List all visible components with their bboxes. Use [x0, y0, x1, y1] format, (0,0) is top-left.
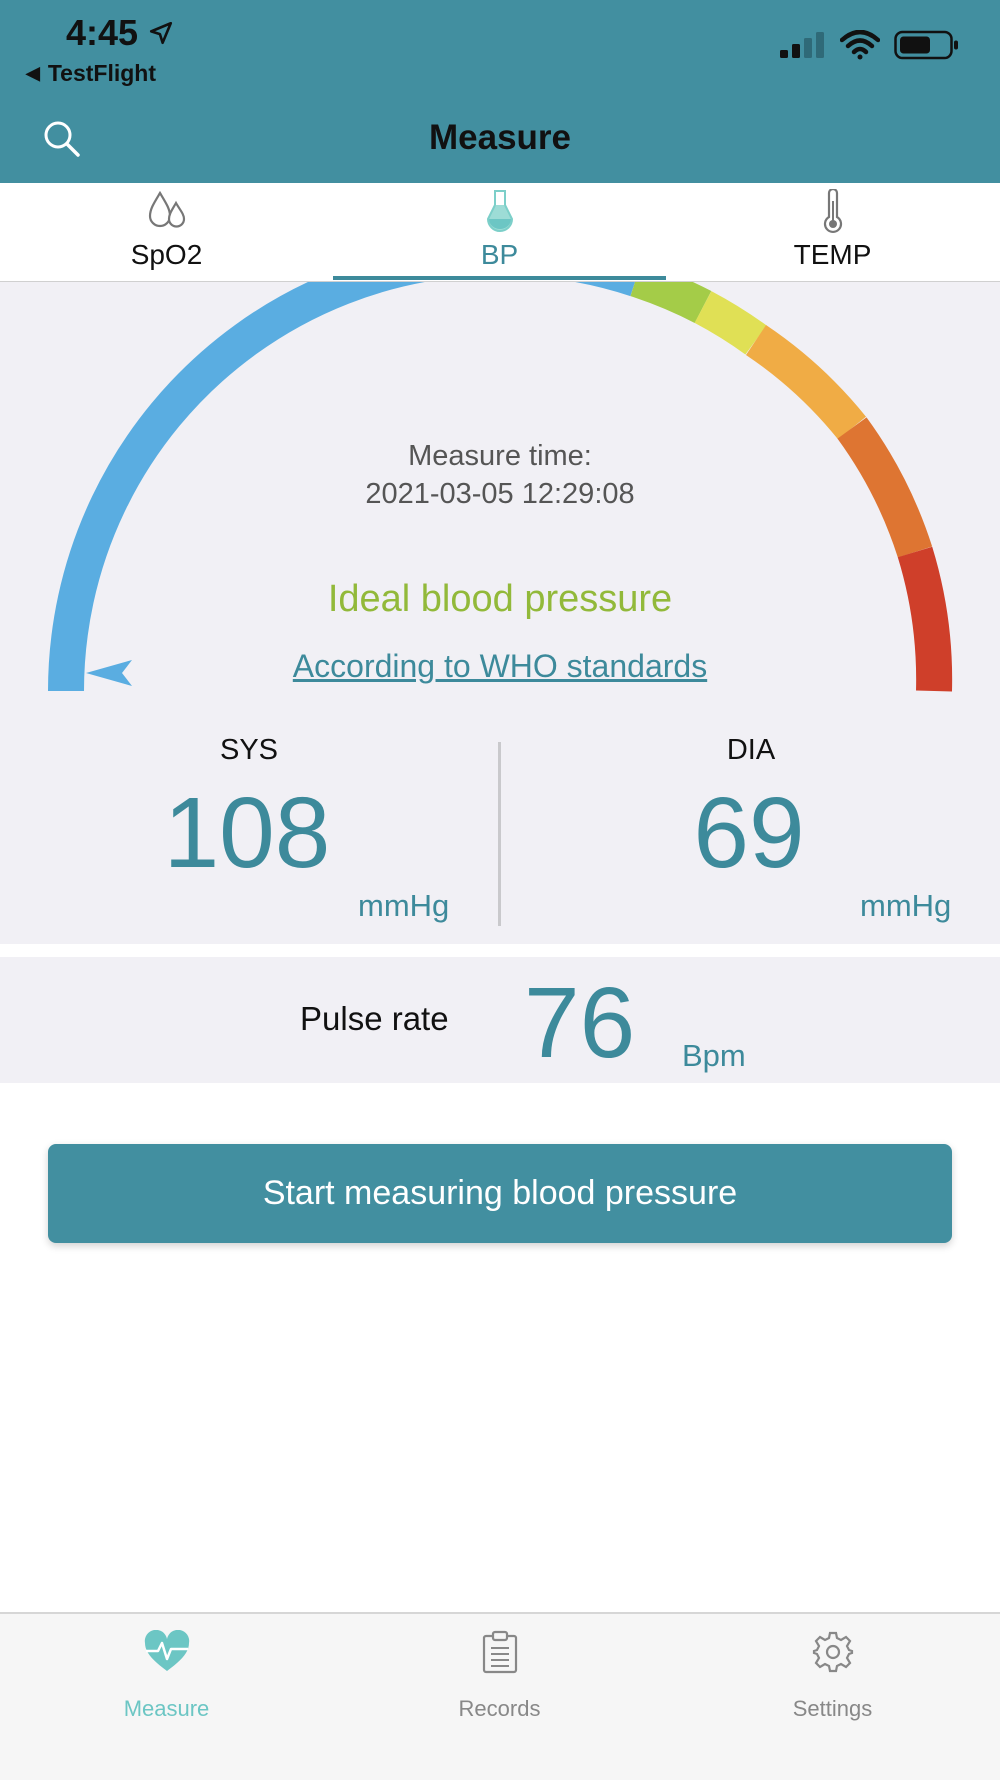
status-time-text: 4:45 [66, 12, 139, 53]
measure-time-value: 2021-03-05 12:29:08 [365, 478, 635, 510]
start-measuring-button[interactable]: Start measuring blood pressure [48, 1144, 952, 1243]
active-tab-indicator [333, 276, 666, 280]
page-title: Measure [428, 118, 572, 157]
search-button[interactable] [40, 118, 84, 162]
dia-label: DIA [726, 734, 776, 766]
gauge-segment-normal [694, 291, 767, 355]
flask-icon [486, 190, 513, 232]
measure-time-label: Measure time: [408, 440, 592, 472]
search-icon [44, 121, 80, 157]
gauge-segment-ideal [630, 282, 712, 324]
gauge-segment-high-normal [745, 325, 867, 440]
bottom-tab-measure[interactable]: Measure [0, 1630, 333, 1730]
thermometer-icon [823, 189, 842, 234]
back-app-label: TestFlight [47, 60, 157, 86]
gauge-segment-low [48, 282, 636, 692]
gauge-segment-severe [897, 546, 953, 692]
bp-gauge [48, 282, 953, 692]
battery-icon [894, 30, 958, 60]
pulse-rate-unit: Bpm [682, 1038, 746, 1073]
tab-spo2[interactable]: SpO2 [0, 183, 333, 281]
sys-label: SYS [219, 734, 279, 766]
readings-divider [498, 742, 501, 926]
sys-unit: mmHg [358, 888, 450, 923]
tab-bp[interactable]: BP [333, 183, 666, 281]
gear-icon [812, 1631, 853, 1673]
tab-temp[interactable]: TEMP [666, 183, 999, 281]
pulse-rate-label: Pulse rate [300, 1000, 449, 1037]
pulse-rate-value: 76 [524, 967, 636, 1079]
wifi-icon [840, 30, 880, 60]
dia-unit: mmHg [860, 888, 952, 923]
tab-temp-label: TEMP [793, 239, 872, 270]
gauge-segment-mild [837, 417, 933, 558]
bottom-tab-bar: Measure Records Settings [0, 1612, 1000, 1780]
bp-status-text: Ideal blood pressure [327, 578, 673, 620]
clipboard-icon [482, 1630, 517, 1674]
heart-pulse-icon [144, 1630, 189, 1671]
bottom-tab-settings[interactable]: Settings [666, 1630, 999, 1730]
status-indicators [780, 30, 960, 60]
location-arrow-icon [150, 21, 173, 45]
tab-bp-label: BP [480, 239, 519, 270]
back-triangle-icon: ◀ [26, 63, 40, 83]
dia-value: 69 [693, 777, 805, 889]
cellular-signal-icon [780, 32, 824, 58]
droplets-icon [148, 190, 185, 228]
pulse-rate-panel [0, 957, 1000, 1083]
who-standards-link[interactable]: According to WHO standards [292, 648, 708, 684]
bottom-tab-settings-label: Settings [792, 1696, 873, 1721]
sys-value: 108 [163, 777, 331, 889]
gauge-pointer-icon [86, 660, 132, 686]
measure-type-tabs: SpO2 BP TEMP [0, 183, 1000, 283]
bottom-tab-records[interactable]: Records [333, 1630, 666, 1730]
back-to-app[interactable]: ◀ TestFlight [26, 60, 156, 87]
bottom-tab-measure-label: Measure [123, 1696, 210, 1721]
status-time: 4:45 [66, 12, 174, 54]
tab-spo2-label: SpO2 [130, 239, 203, 270]
bottom-tab-records-label: Records [458, 1696, 541, 1721]
